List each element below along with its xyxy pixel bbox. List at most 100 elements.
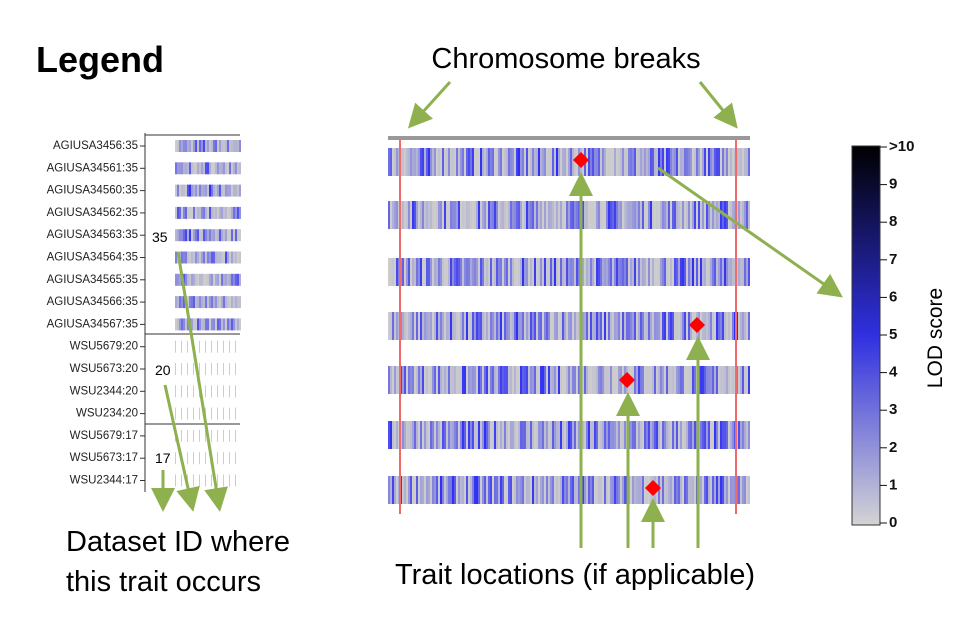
stripe bbox=[720, 148, 722, 176]
stripe bbox=[392, 148, 394, 176]
stripe bbox=[666, 421, 668, 449]
stripe bbox=[550, 312, 552, 340]
stripe bbox=[506, 258, 508, 286]
stripe bbox=[195, 273, 197, 286]
stripe bbox=[418, 421, 420, 449]
stripe bbox=[506, 148, 508, 176]
stripe bbox=[640, 421, 642, 449]
stripe bbox=[706, 258, 708, 286]
stripe bbox=[466, 201, 468, 229]
stripe bbox=[199, 296, 201, 309]
stripe bbox=[187, 162, 189, 175]
stripe bbox=[560, 201, 562, 229]
stripe bbox=[710, 312, 712, 340]
stripe bbox=[484, 201, 486, 229]
stripe bbox=[552, 312, 554, 340]
stripe bbox=[496, 312, 498, 340]
stripe bbox=[598, 366, 600, 394]
stripe bbox=[546, 201, 548, 229]
stripe bbox=[666, 148, 668, 176]
stripe bbox=[432, 148, 434, 176]
stripe bbox=[207, 251, 209, 264]
stripe bbox=[720, 312, 722, 340]
stripe bbox=[191, 251, 193, 264]
stripe bbox=[187, 429, 188, 442]
stripe bbox=[450, 258, 452, 286]
stripe bbox=[235, 140, 237, 152]
stripe bbox=[476, 258, 478, 286]
stripe bbox=[516, 201, 518, 229]
stripe bbox=[616, 312, 618, 340]
stripe bbox=[468, 258, 470, 286]
stripe bbox=[706, 148, 708, 176]
stripe bbox=[414, 366, 416, 394]
stripe bbox=[534, 312, 536, 340]
trait-marker bbox=[645, 480, 661, 496]
stripe bbox=[446, 366, 448, 394]
stripe bbox=[512, 366, 514, 394]
stripe bbox=[578, 476, 580, 504]
stripe bbox=[227, 229, 229, 242]
stripe bbox=[392, 421, 394, 449]
stripe bbox=[498, 476, 500, 504]
stripe bbox=[690, 366, 692, 394]
stripe bbox=[712, 421, 714, 449]
stripe bbox=[654, 201, 656, 229]
stripe bbox=[532, 258, 534, 286]
stripe bbox=[207, 184, 209, 197]
stripe bbox=[674, 201, 676, 229]
stripe bbox=[506, 421, 508, 449]
tick-label: 6 bbox=[889, 288, 897, 305]
stripe bbox=[448, 366, 450, 394]
stripe bbox=[716, 366, 718, 394]
stripe bbox=[209, 184, 211, 197]
stripe bbox=[506, 476, 508, 504]
stripe bbox=[203, 140, 205, 152]
stripe bbox=[416, 312, 418, 340]
stripe bbox=[632, 312, 634, 340]
stripe bbox=[450, 476, 452, 504]
stripe bbox=[584, 476, 586, 504]
stripe bbox=[634, 421, 636, 449]
stripe bbox=[482, 476, 484, 504]
stripe bbox=[610, 421, 612, 449]
stripe bbox=[702, 366, 704, 394]
stripe bbox=[225, 229, 227, 242]
stripe bbox=[574, 366, 576, 394]
stripe bbox=[576, 476, 578, 504]
stripe bbox=[584, 201, 586, 229]
tick-label: 3 bbox=[889, 401, 897, 418]
stripe bbox=[506, 312, 508, 340]
stripe bbox=[684, 366, 686, 394]
stripe bbox=[215, 140, 217, 152]
stripe bbox=[612, 366, 614, 394]
row-label: WSU2344:20 bbox=[70, 385, 138, 397]
stripe bbox=[197, 273, 199, 286]
stripe bbox=[209, 273, 211, 286]
stripe bbox=[572, 421, 574, 449]
stripe bbox=[412, 476, 414, 504]
stripe bbox=[544, 366, 546, 394]
stripe bbox=[514, 148, 516, 176]
stripe bbox=[560, 148, 562, 176]
stripe bbox=[205, 229, 207, 242]
stripe bbox=[231, 318, 233, 331]
stripe bbox=[428, 312, 430, 340]
stripe bbox=[572, 201, 574, 229]
stripe bbox=[215, 206, 217, 219]
stripe bbox=[660, 421, 662, 449]
stripe bbox=[187, 206, 189, 219]
stripe bbox=[406, 201, 408, 229]
stripe bbox=[440, 148, 442, 176]
stripe bbox=[526, 366, 528, 394]
stripe bbox=[436, 476, 438, 504]
stripe bbox=[412, 258, 414, 286]
stripe bbox=[612, 476, 614, 504]
stripe bbox=[181, 296, 183, 309]
stripe bbox=[532, 201, 534, 229]
stripe bbox=[552, 148, 554, 176]
stripe bbox=[203, 296, 205, 309]
stripe bbox=[428, 421, 430, 449]
stripe bbox=[694, 476, 696, 504]
stripe bbox=[394, 476, 396, 504]
